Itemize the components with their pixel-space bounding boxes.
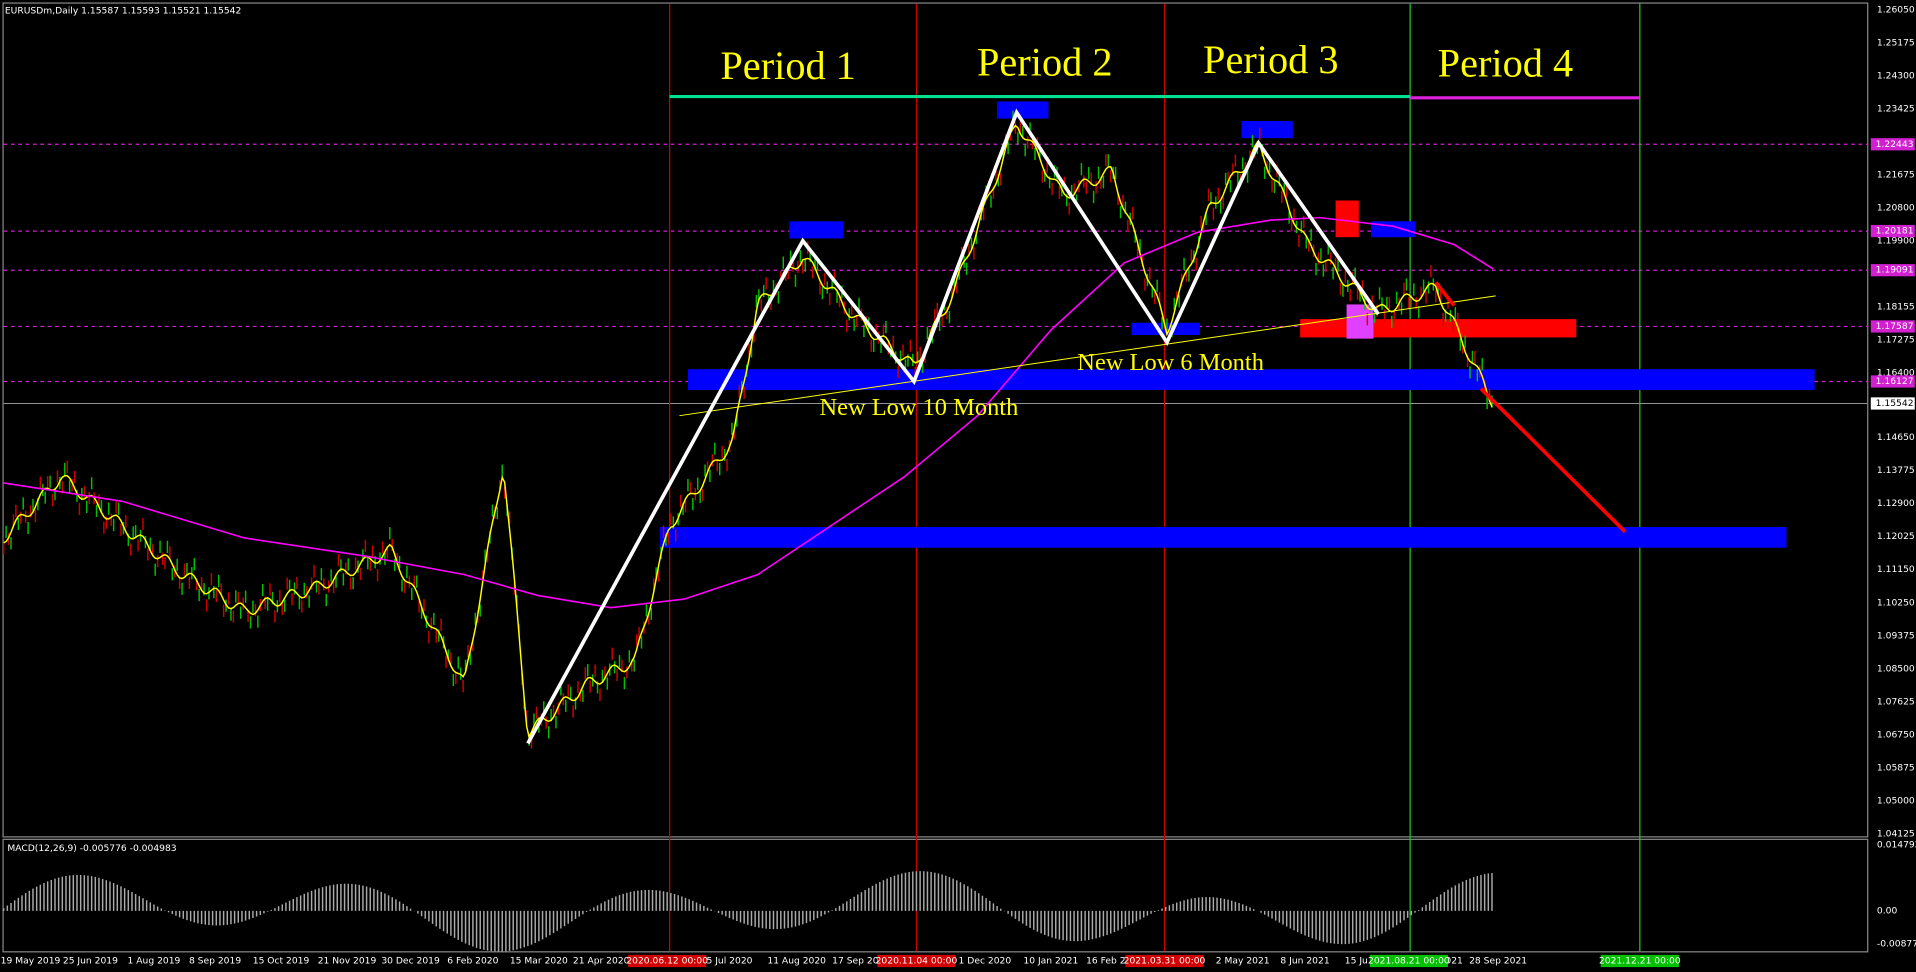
- date-marker-label: 2021.03.31 00:00: [1124, 955, 1206, 966]
- price-label: 1.11150: [1877, 564, 1915, 575]
- date-label: 21 Nov 2019: [318, 955, 377, 966]
- level-label: 1.20181: [1876, 226, 1914, 237]
- price-label: 1.07625: [1877, 696, 1915, 707]
- date-label: 1 Aug 2019: [128, 955, 181, 966]
- price-label: 1.18155: [1877, 301, 1915, 312]
- price-label: 1.13775: [1877, 465, 1915, 476]
- price-label: 1.19900: [1877, 235, 1915, 246]
- date-marker-label: 2020.11.04 00:00: [876, 955, 958, 966]
- level-tag: [1870, 264, 1915, 277]
- period-label: Period 3: [1203, 37, 1339, 82]
- main-frame: [2, 2, 1869, 838]
- date-label: 2 May 2021: [1216, 955, 1270, 966]
- price-label: 1.23425: [1877, 103, 1915, 114]
- date-label: 1 Dec 2020: [959, 955, 1012, 966]
- date-label: 17 Sep 20: [832, 955, 879, 966]
- price-label: 1.25175: [1877, 37, 1915, 48]
- date-label: 19 May 2019: [1, 955, 61, 966]
- price-label: 1.10250: [1877, 597, 1915, 608]
- price-label: 1.09375: [1877, 630, 1915, 641]
- price-label: 1.16400: [1877, 367, 1915, 378]
- macd-label: MACD(12,26,9) -0.005776 -0.004983: [7, 843, 176, 854]
- price-label: 1.08500: [1877, 663, 1915, 674]
- price-label: 1.12025: [1877, 531, 1915, 542]
- date-marker-label: 2021.08.21 00:00: [1368, 955, 1450, 966]
- price-label: 1.05875: [1877, 762, 1915, 773]
- date-label: 10 Jan 2021: [1023, 955, 1078, 966]
- red-zone: [1300, 319, 1577, 338]
- price-label: 1.20800: [1877, 202, 1915, 213]
- blue-zone: [687, 369, 1815, 391]
- date-marker: [1369, 954, 1448, 968]
- level-label: 1.22443: [1876, 139, 1914, 150]
- date-label: 15 Mar 2020: [510, 955, 568, 966]
- price-label: 1.14650: [1877, 432, 1915, 443]
- price-label: 1.12900: [1877, 498, 1915, 509]
- date-label: 30 Dec 2019: [381, 955, 440, 966]
- level-label: 1.19091: [1876, 265, 1914, 276]
- level-tag: [1870, 375, 1915, 388]
- blue-zone: [659, 526, 1787, 548]
- trendline: [679, 295, 1496, 417]
- blue-zone: [997, 101, 1049, 119]
- date-label: 25 Jun 2019: [63, 955, 118, 966]
- price-label: 1.05000: [1877, 795, 1915, 806]
- level-tag: [1870, 320, 1915, 333]
- price-label: 1.04125: [1877, 828, 1915, 839]
- price-label: 1.17275: [1877, 334, 1915, 345]
- date-label: 15 Ju: [1345, 955, 1368, 966]
- magenta-zone: [1346, 304, 1374, 339]
- date-label: 11 Aug 2020: [767, 955, 826, 966]
- period-label: Period 2: [977, 39, 1113, 84]
- header: EURUSDm,Daily 1.15587 1.15593 1.15521 1.…: [5, 6, 241, 17]
- annotation: New Low 10 Month: [819, 394, 1018, 421]
- level-tag: [1870, 224, 1915, 238]
- date-marker: [877, 954, 956, 968]
- red-zone: [1335, 200, 1359, 238]
- date-label: 021: [1445, 955, 1462, 966]
- date-marker-label: 2021.12.21 00:00: [1599, 955, 1681, 966]
- level-tag: [1870, 138, 1915, 151]
- blue-zone: [1241, 121, 1293, 139]
- price-label: 1.26050: [1877, 4, 1915, 15]
- price-label: 1.24300: [1877, 70, 1915, 81]
- price-label: 1.06750: [1877, 729, 1915, 740]
- date-label: 15 Oct 2019: [253, 955, 310, 966]
- date-label: 28 Sep 2021: [1469, 955, 1527, 966]
- level-label: 1.16127: [1876, 376, 1914, 387]
- current-price: 1.15542: [1876, 398, 1914, 409]
- macd-axis-label: 0.00: [1877, 905, 1898, 916]
- date-marker: [1600, 954, 1679, 968]
- price-tag: [1870, 397, 1915, 410]
- arrow: [1479, 387, 1627, 534]
- date-label: 5 Jul 2020: [707, 955, 753, 966]
- level-label: 1.17587: [1876, 321, 1914, 332]
- date-label: 8 Jun 2021: [1280, 955, 1329, 966]
- period-label: Period 4: [1438, 40, 1574, 85]
- date-marker-label: 2020.06.12 00:00: [626, 955, 708, 966]
- macd-frame: [2, 838, 1869, 953]
- price-label: 1.21675: [1877, 169, 1915, 180]
- arrow: [1434, 281, 1456, 307]
- blue-zone: [789, 221, 844, 239]
- macd-axis-label: -0.008775: [1877, 938, 1916, 949]
- macd-axis-label: 0.014792: [1877, 839, 1916, 850]
- annotation: New Low 6 Month: [1077, 349, 1264, 376]
- date-label: 16 Feb 2: [1086, 955, 1126, 966]
- date-label: 8 Sep 2019: [189, 955, 241, 966]
- zigzag: [526, 108, 1380, 745]
- date-marker: [628, 954, 707, 968]
- period-label: Period 1: [720, 43, 856, 88]
- date-label: 21 Apr 2020: [573, 955, 630, 966]
- date-marker: [1125, 954, 1204, 968]
- date-label: 6 Feb 2020: [447, 955, 498, 966]
